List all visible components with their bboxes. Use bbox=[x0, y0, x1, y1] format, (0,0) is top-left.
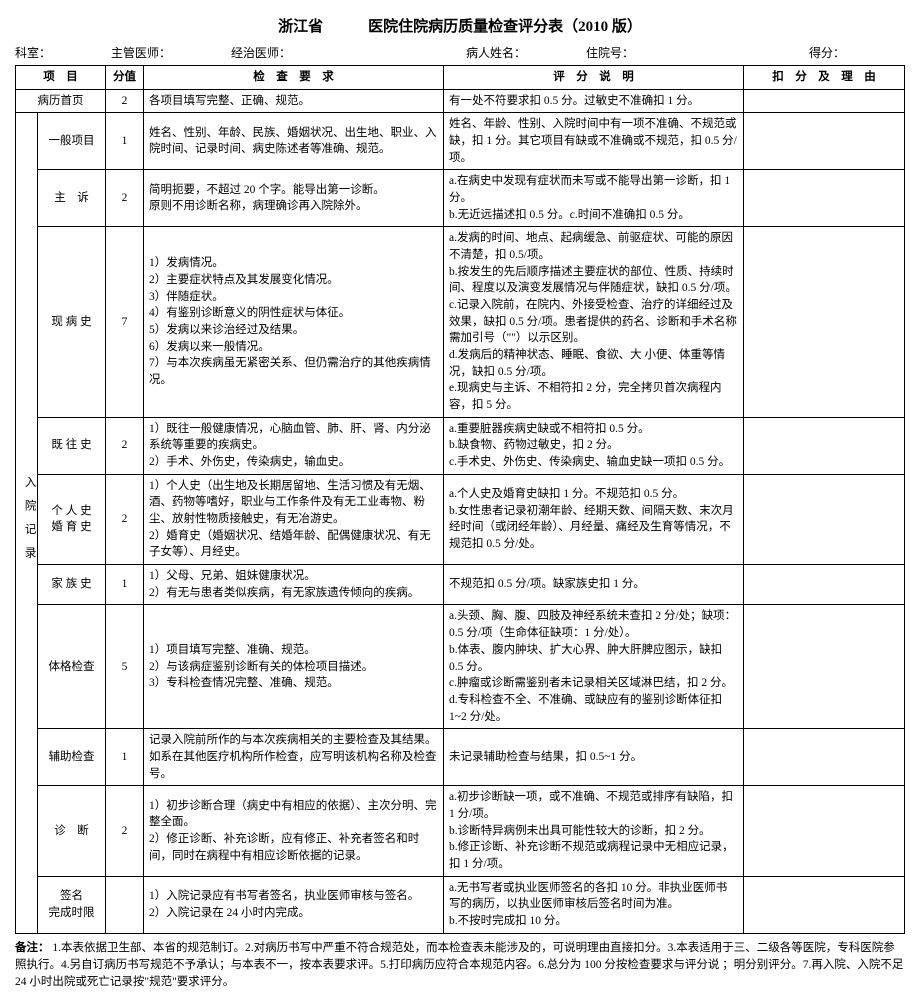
field-chief: 主管医师： bbox=[111, 44, 171, 61]
cell-score bbox=[106, 876, 144, 933]
th-item: 项 目 bbox=[16, 66, 106, 90]
cell-ded bbox=[744, 89, 905, 113]
cell-score: 1 bbox=[106, 729, 144, 786]
field-patient: 病人姓名： bbox=[466, 44, 526, 61]
cell-desc: 不规范扣 0.5 分/项。缺家族史扣 1 分。 bbox=[444, 565, 744, 605]
cell-desc: a.在病史中发现有症状而未写或不能导出第一诊断，扣 1 分。b.无近远描述扣 0… bbox=[444, 170, 744, 227]
cell-req: 1）入院记录应有书写者签名，执业医师审核与签名。2）入院记录在 24 小时内完成… bbox=[144, 876, 444, 933]
cell-score: 2 bbox=[106, 170, 144, 227]
cell-score: 2 bbox=[106, 474, 144, 564]
cell-score: 1 bbox=[106, 113, 144, 170]
cell-score: 2 bbox=[106, 786, 144, 876]
cell-item: 现 病 史 bbox=[38, 227, 106, 417]
page-title: 浙江省 医院住院病历质量检查评分表（2010 版） bbox=[15, 15, 905, 36]
th-req: 检 查 要 求 bbox=[144, 66, 444, 90]
cell-req: 各项目填写完整、正确、规范。 bbox=[144, 89, 444, 113]
cell-ded bbox=[744, 170, 905, 227]
cell-ded bbox=[744, 474, 905, 564]
cell-item: 辅助检查 bbox=[38, 729, 106, 786]
cell-item: 既 往 史 bbox=[38, 417, 106, 474]
cell-item: 签名完成时限 bbox=[38, 876, 106, 933]
cell-score: 1 bbox=[106, 565, 144, 605]
cell-req: 简明扼要，不超过 20 个字。能导出第一诊断。原则不用诊断名称，病理确诊再入院除… bbox=[144, 170, 444, 227]
cell-item: 家 族 史 bbox=[38, 565, 106, 605]
cell-desc: a.头颈、胸、腹、四肢及神经系统未查扣 2 分/处；缺项：0.5 分/项（生命体… bbox=[444, 605, 744, 729]
cell-desc: 有一处不符要求扣 0.5 分。过敏史不准确扣 1 分。 bbox=[444, 89, 744, 113]
header-row: 科室： 主管医师： 经治医师： 病人姓名： 住院号： 得分： bbox=[15, 44, 905, 61]
cell-req: 1）发病情况。2）主要症状特点及其发展变化情况。3）伴随症状。4）有鉴别诊断意义… bbox=[144, 227, 444, 417]
cell-ded bbox=[744, 729, 905, 786]
th-ded: 扣 分 及 理 由 bbox=[744, 66, 905, 90]
cell-item: 一般项目 bbox=[38, 113, 106, 170]
score-table: 项 目 分值 检 查 要 求 评 分 说 明 扣 分 及 理 由 病历首页2各项… bbox=[15, 65, 905, 934]
cell-req: 1）既往一般健康情况，心脑血管、肺、肝、肾、内分泌系统等重要的疾病史。2）手术、… bbox=[144, 417, 444, 474]
cell-req: 1）项目填写完整、准确、规范。2）与该病症鉴别诊断有关的体检项目描述。3）专科检… bbox=[144, 605, 444, 729]
cell-ded bbox=[744, 227, 905, 417]
cell-ded bbox=[744, 605, 905, 729]
field-dept: 科室： bbox=[15, 44, 51, 61]
cell-item: 病历首页 bbox=[16, 89, 106, 113]
remarks: 备注： 1.本表依据卫生部、本省的规范制订。2.对病历书写中严重不符合规范处，而… bbox=[15, 940, 905, 992]
remarks-text: 1.本表依据卫生部、本省的规范制订。2.对病历书写中严重不符合规范处，而本检查表… bbox=[15, 942, 903, 989]
th-desc: 评 分 说 明 bbox=[444, 66, 744, 90]
cell-item: 诊 断 bbox=[38, 786, 106, 876]
cell-req: 1）初步诊断合理（病史中有相应的依据）、主次分明、完整全面。2）修正诊断、补充诊… bbox=[144, 786, 444, 876]
cell-score: 5 bbox=[106, 605, 144, 729]
cell-req: 记录入院前所作的与本次疾病相关的主要检查及其结果。如系在其他医疗机构所作检查，应… bbox=[144, 729, 444, 786]
cell-desc: a.个人史及婚育史缺扣 1 分。不规范扣 0.5 分。b.女性患者记录初潮年龄、… bbox=[444, 474, 744, 564]
cell-req: 1）父母、兄弟、姐妹健康状况。2）有无与患者类似疾病，有无家族遗传倾向的疾病。 bbox=[144, 565, 444, 605]
cell-desc: a.发病的时间、地点、起病缓急、前驱症状、可能的原因不清楚，扣 0.5/项。b.… bbox=[444, 227, 744, 417]
cell-item: 主 诉 bbox=[38, 170, 106, 227]
cell-desc: a.初步诊断缺一项，或不准确、不规范或排序有缺陷，扣 1 分/项。b.诊断特异病… bbox=[444, 786, 744, 876]
cell-req: 姓名、性别、年龄、民族、婚姻状况、出生地、职业、入院时间、记录时间、病史陈述者等… bbox=[144, 113, 444, 170]
cell-ded bbox=[744, 565, 905, 605]
field-attending: 经治医师： bbox=[231, 44, 291, 61]
field-admno: 住院号： bbox=[586, 44, 634, 61]
cell-category: 入院记录 bbox=[16, 113, 38, 933]
cell-ded bbox=[744, 417, 905, 474]
cell-score: 7 bbox=[106, 227, 144, 417]
cell-desc: a.无书写者或执业医师签名的各扣 10 分。非执业医师书写的病历，以执业医师审核… bbox=[444, 876, 744, 933]
cell-score: 2 bbox=[106, 89, 144, 113]
remarks-label: 备注： bbox=[15, 942, 50, 954]
field-score: 得分： bbox=[809, 44, 845, 61]
cell-desc: a.重要脏器疾病史缺或不相符扣 0.5 分。b.缺食物、药物过敏史，扣 2 分。… bbox=[444, 417, 744, 474]
cell-ded bbox=[744, 876, 905, 933]
cell-score: 2 bbox=[106, 417, 144, 474]
cell-item: 个 人 史婚 育 史 bbox=[38, 474, 106, 564]
cell-req: 1）个人史（出生地及长期居留地、生活习惯及有无烟、酒、药物等嗜好，职业与工作条件… bbox=[144, 474, 444, 564]
cell-ded bbox=[744, 113, 905, 170]
cell-item: 体格检查 bbox=[38, 605, 106, 729]
th-value: 分值 bbox=[106, 66, 144, 90]
cell-desc: 姓名、年龄、性别、入院时间中有一项不准确、不规范或缺，扣 1 分。其它项目有缺或… bbox=[444, 113, 744, 170]
cell-desc: 未记录辅助检查与结果，扣 0.5~1 分。 bbox=[444, 729, 744, 786]
cell-ded bbox=[744, 786, 905, 876]
